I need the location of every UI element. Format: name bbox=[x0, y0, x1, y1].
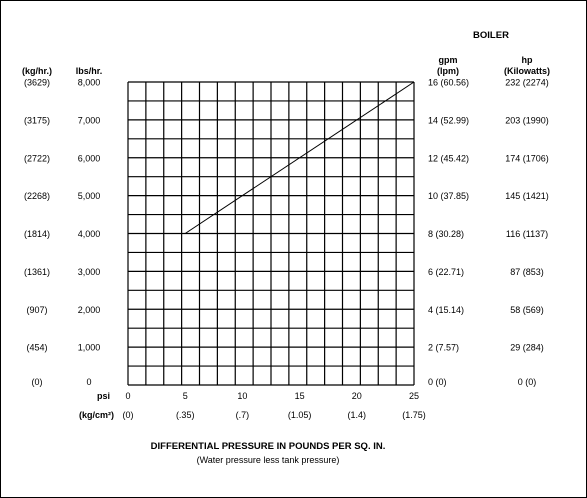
right-col2-tick-label: 145 (1421) bbox=[505, 191, 549, 201]
right-col1-tick-label: 8 (30.28) bbox=[428, 229, 464, 239]
right-col1-tick-label: 10 (37.85) bbox=[428, 191, 469, 201]
y-left-header: lbs/hr. bbox=[76, 66, 103, 76]
right-col1-tick-label: 0 (0) bbox=[428, 377, 447, 387]
y-tick-label: 3,000 bbox=[78, 267, 101, 277]
x-axis-subtitle: (Water pressure less tank pressure) bbox=[197, 455, 340, 465]
right-col1-tick-label: 4 (15.14) bbox=[428, 305, 464, 315]
right-col2-header-2: (Kilowatts) bbox=[504, 66, 550, 76]
y-tick-label: 8,000 bbox=[78, 78, 101, 88]
right-col1-tick-label: 6 (22.71) bbox=[428, 267, 464, 277]
y-tick-alt-label: (0) bbox=[32, 377, 43, 387]
right-col2-tick-label: 174 (1706) bbox=[505, 153, 549, 163]
x-tick-alt-label: (.7) bbox=[236, 410, 250, 420]
x-tick-label: 0 bbox=[125, 391, 130, 401]
x-tick-label: 10 bbox=[237, 391, 247, 401]
x-tick-alt-label: (1.4) bbox=[348, 410, 367, 420]
x-unit-alt-label: (kg/cm²) bbox=[79, 410, 114, 420]
x-tick-alt-label: (.35) bbox=[176, 410, 195, 420]
y-tick-alt-label: (454) bbox=[26, 343, 47, 353]
y-tick-label: 6,000 bbox=[78, 153, 101, 163]
y-tick-alt-label: (1361) bbox=[24, 267, 50, 277]
right-title: BOILER bbox=[473, 30, 509, 41]
x-tick-alt-label: (0) bbox=[123, 410, 134, 420]
right-col2-tick-label: 232 (2274) bbox=[505, 78, 549, 88]
y-tick-alt-label: (2268) bbox=[24, 191, 50, 201]
y-tick-alt-label: (907) bbox=[26, 305, 47, 315]
x-tick-label: 25 bbox=[409, 391, 419, 401]
y-tick-label: 5,000 bbox=[78, 191, 101, 201]
x-tick-label: 5 bbox=[183, 391, 188, 401]
right-col1-tick-label: 16 (60.56) bbox=[428, 78, 469, 88]
right-col2-tick-label: 203 (1990) bbox=[505, 115, 549, 125]
x-tick-label: 20 bbox=[352, 391, 362, 401]
right-col1-tick-label: 2 (7.57) bbox=[428, 343, 459, 353]
y-tick-label: 1,000 bbox=[78, 343, 101, 353]
x-tick-alt-label: (1.05) bbox=[288, 410, 312, 420]
right-col2-tick-label: 87 (853) bbox=[510, 267, 544, 277]
series-0-segment-0 bbox=[184, 81, 415, 234]
x-axis-title: DIFFERENTIAL PRESSURE IN POUNDS PER SQ. … bbox=[151, 441, 386, 452]
chart-series bbox=[184, 81, 415, 234]
right-col2-tick-label: 58 (569) bbox=[510, 305, 544, 315]
y-tick-alt-label: (2722) bbox=[24, 153, 50, 163]
right-col2-tick-label: 0 (0) bbox=[518, 377, 537, 387]
right-col2-tick-label: 116 (1137) bbox=[506, 229, 548, 239]
y-tick-alt-label: (3175) bbox=[24, 115, 50, 125]
x-tick-label: 15 bbox=[295, 391, 305, 401]
right-col1-header-1: gpm bbox=[439, 55, 458, 65]
y-left-alt-header: (kg/hr.) bbox=[22, 66, 52, 76]
chart-ticks: (0) 0 0 (0) 0 (0) (454) 1,000 2 (7.57) 29 (284)… bbox=[24, 78, 549, 421]
y-tick-alt-label: (1814) bbox=[24, 229, 50, 239]
chart-grid bbox=[127, 81, 415, 386]
x-tick-alt-label: (1.75) bbox=[402, 410, 426, 420]
y-tick-label: 4,000 bbox=[78, 229, 101, 239]
y-tick-alt-label: (3629) bbox=[24, 78, 50, 88]
right-col2-tick-label: 29 (284) bbox=[510, 343, 544, 353]
right-col1-header-2: (lpm) bbox=[437, 66, 459, 76]
right-col2-header-1: hp bbox=[522, 55, 533, 65]
right-col1-tick-label: 14 (52.99) bbox=[428, 115, 469, 125]
y-tick-label: 7,000 bbox=[78, 115, 101, 125]
right-col1-tick-label: 12 (45.42) bbox=[428, 153, 469, 163]
y-tick-label: 0 bbox=[86, 377, 91, 387]
x-unit-label: psi bbox=[97, 391, 110, 401]
y-tick-label: 2,000 bbox=[78, 305, 101, 315]
